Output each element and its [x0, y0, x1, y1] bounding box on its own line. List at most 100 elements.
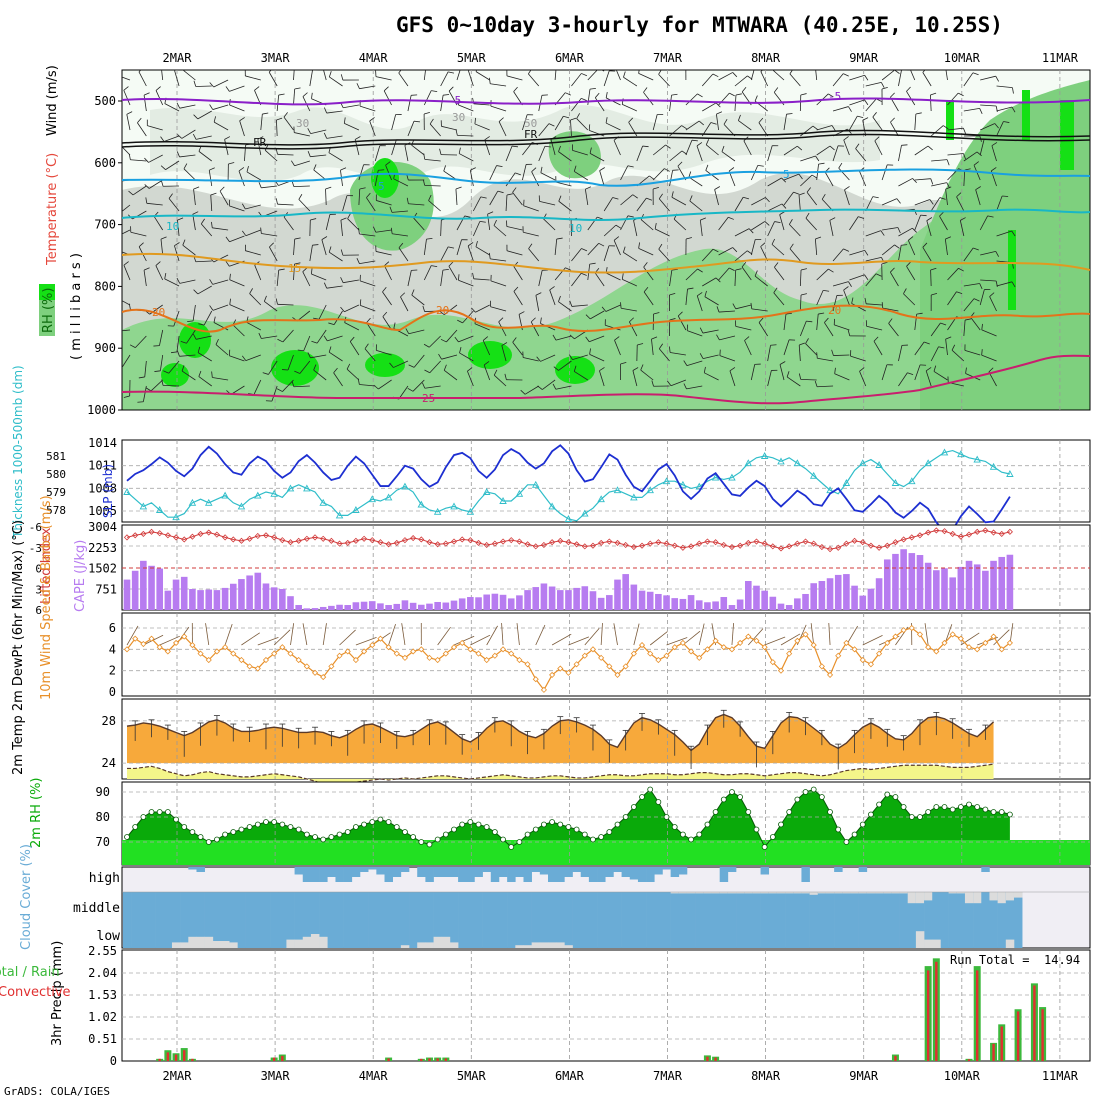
- wind-barb-flag: [307, 352, 311, 358]
- wind-barb-flag: [987, 215, 994, 218]
- cloud-mid-bar: [155, 892, 165, 948]
- rh2m-marker: [737, 794, 744, 800]
- wind10-marker: [851, 646, 858, 653]
- cape-bar: [507, 598, 515, 610]
- wind-barb: [956, 196, 965, 212]
- rh2m-marker: [565, 824, 572, 830]
- wind-barb-flag: [264, 144, 269, 151]
- wind-barb-flag: [773, 287, 778, 293]
- svg-text:30: 30: [452, 111, 465, 124]
- li-marker: [622, 541, 629, 549]
- wind-barb-flag: [373, 384, 379, 390]
- wind-barb: [472, 221, 481, 237]
- cloud-mid-bar: [327, 892, 336, 948]
- wind10-marker: [132, 635, 139, 642]
- thickness-marker: [777, 457, 785, 465]
- cloud-mid-gap: [670, 892, 680, 894]
- wind-barb: [358, 189, 361, 206]
- wind-barb-flag: [467, 242, 474, 247]
- wind-barb: [750, 70, 755, 81]
- wind-barb-flag: [356, 83, 360, 89]
- cloud-low-gap: [539, 942, 549, 948]
- isotherm-15: [122, 252, 1090, 274]
- rh2m-marker: [491, 829, 498, 835]
- wind-barb: [268, 71, 278, 87]
- wind-barb-flag: [263, 295, 267, 302]
- cape-bar: [295, 605, 302, 610]
- wind-barb: [980, 123, 995, 131]
- wind-barb-flag: [540, 166, 543, 173]
- wind-barb-flag: [382, 286, 387, 293]
- wind10-barb: [649, 631, 668, 646]
- wind-barb: [475, 246, 490, 256]
- li-marker: [998, 530, 1005, 537]
- wind-barb: [799, 269, 802, 287]
- wind-barb-flag: [209, 305, 214, 311]
- wind-barb-flag: [715, 102, 721, 108]
- wind10-marker: [900, 627, 907, 634]
- wind-barb: [391, 210, 408, 213]
- svg-text:30: 30: [296, 117, 309, 130]
- wind10-marker: [884, 639, 891, 646]
- wind-barb: [555, 181, 572, 187]
- wind10-marker: [892, 633, 899, 640]
- wind-barb-flag: [198, 323, 205, 326]
- thickness-marker: [793, 459, 802, 467]
- wind-barb: [615, 70, 621, 81]
- cloud-high-bar: [531, 867, 541, 872]
- wind-barb: [898, 345, 903, 362]
- rh2m-marker: [990, 809, 997, 815]
- wind-barb: [558, 151, 572, 162]
- cloud-mid-bar: [613, 892, 622, 948]
- wind-barb-flag: [773, 87, 779, 93]
- wind-barb-flag: [972, 247, 979, 251]
- wind-barb-flag: [976, 151, 982, 157]
- wind-barb: [246, 171, 262, 181]
- cloud-mid-bar: [727, 892, 737, 948]
- li-marker: [491, 540, 498, 547]
- wind-barb-flag: [187, 320, 194, 323]
- wind-barb: [638, 73, 654, 81]
- wind-barb: [849, 274, 865, 281]
- cloud-high-bar: [458, 867, 467, 882]
- wind-barb-flag: [698, 120, 704, 126]
- wind-barb-flag: [599, 367, 605, 372]
- wind-barb: [643, 291, 654, 306]
- li-marker: [745, 539, 752, 546]
- wind10-marker: [377, 635, 384, 642]
- rh2m-marker: [336, 831, 343, 838]
- wind-barb-flag: [831, 349, 834, 356]
- cape-bar: [630, 584, 638, 610]
- wind-barb-flag: [691, 139, 698, 142]
- wind10-barb: [924, 623, 929, 646]
- wind-barb: [834, 324, 850, 331]
- wind-barb: [398, 72, 409, 87]
- cloud-mid-bar: [580, 892, 590, 948]
- rh2m-marker: [271, 819, 278, 825]
- rh2m-marker: [786, 809, 793, 815]
- wind-barb-flag: [875, 273, 882, 277]
- wind-barb-flag: [548, 123, 555, 127]
- wind-barb: [192, 214, 196, 231]
- wind-barb: [441, 125, 458, 131]
- cloud-mid-bar: [703, 892, 712, 948]
- wind-barb: [483, 364, 491, 381]
- wind-barb: [344, 123, 360, 131]
- wind-barb: [155, 265, 164, 281]
- wind-barb: [264, 301, 278, 312]
- wind10-barb: [302, 623, 308, 646]
- li-marker: [287, 539, 294, 546]
- wind-barb: [890, 121, 899, 137]
- wind10-marker: [818, 663, 825, 670]
- wind-barb: [939, 215, 948, 231]
- wind-barb: [773, 292, 785, 306]
- wind-barb-flag: [174, 242, 180, 247]
- rh2m-marker: [500, 836, 506, 843]
- wind-barb-flag: [812, 125, 818, 130]
- wind-barb: [173, 310, 180, 327]
- wind-barb-flag: [786, 371, 790, 378]
- cloud-high-bar: [425, 867, 434, 882]
- li-marker: [320, 535, 327, 542]
- wind-barb-flag: [536, 356, 541, 362]
- wind10-marker: [925, 644, 932, 651]
